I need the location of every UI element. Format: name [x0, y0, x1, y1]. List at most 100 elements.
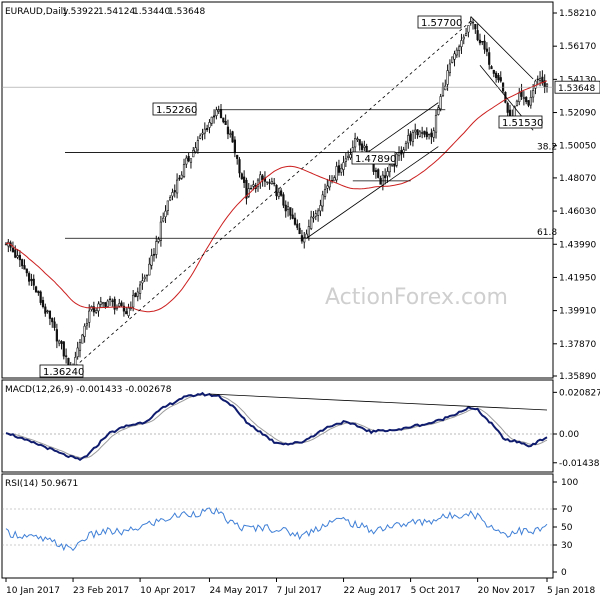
- candle-body: [490, 66, 493, 70]
- candle-body: [448, 63, 451, 74]
- candle-body: [32, 278, 35, 286]
- price-pane: EURAUD,Daily1.539221.541241.534401.53648…: [1, 1, 600, 382]
- candle-body: [478, 39, 482, 44]
- candle-body: [439, 96, 442, 110]
- candle-body: [474, 23, 477, 30]
- candle-body: [277, 191, 280, 197]
- price-y-tick-label: 1.58210: [559, 9, 596, 19]
- candle-body: [377, 169, 380, 178]
- candle-body: [189, 158, 193, 163]
- candle-body: [344, 158, 347, 162]
- candle-body: [104, 302, 107, 307]
- trendline: [306, 146, 439, 239]
- candle-body: [48, 310, 52, 319]
- candle-body: [437, 107, 440, 115]
- price-y-tick-label: 1.43990: [559, 240, 596, 250]
- price-annotation-label: 1.52260: [156, 105, 197, 116]
- candle-body: [106, 300, 109, 307]
- candle-body: [11, 247, 15, 253]
- price-y-tick-label: 1.50050: [559, 142, 596, 152]
- candle-body: [231, 131, 234, 143]
- candle-body: [337, 165, 341, 173]
- candle-body: [323, 189, 327, 197]
- candle-body: [238, 159, 241, 174]
- candle-body: [495, 72, 498, 79]
- candle-body: [411, 132, 415, 143]
- candle-body: [430, 132, 433, 138]
- candle-body: [208, 122, 211, 128]
- candle-body: [464, 33, 468, 36]
- rsi-pane-frame: [1, 473, 554, 579]
- candle-body: [169, 197, 172, 201]
- candle-body: [166, 200, 169, 211]
- price-y-tick-label: 1.48070: [559, 174, 596, 184]
- x-axis-tick-label: 24 May 2017: [209, 586, 268, 596]
- candle-body: [196, 140, 199, 151]
- candle-body: [95, 310, 98, 313]
- candle-body: [386, 171, 389, 177]
- candle-body: [44, 306, 47, 314]
- candle-body: [55, 329, 58, 342]
- candle-body: [65, 355, 68, 357]
- candle-body: [132, 294, 135, 308]
- rsi-pane: RSI(14) 50.9671 100 70 50 30 0: [1, 473, 578, 579]
- macd-y-tick-label: 0.00: [559, 430, 579, 440]
- last-price-label: 1.53648: [558, 84, 595, 94]
- price-pane-frame: [1, 1, 554, 379]
- candle-body: [136, 291, 139, 297]
- candle-body: [374, 170, 378, 172]
- price-y-tick-label: 1.52090: [559, 109, 596, 119]
- candle-body: [159, 221, 163, 241]
- candle-body: [333, 177, 336, 182]
- candle-body: [471, 21, 475, 24]
- candle-body: [427, 133, 431, 136]
- rsi-y-tick-label: 0: [561, 568, 567, 578]
- candle-body: [141, 280, 144, 284]
- candle-body: [314, 213, 317, 217]
- candle-body: [409, 133, 412, 142]
- candle-body: [296, 223, 299, 228]
- candle-body: [259, 174, 262, 183]
- candle-body: [451, 56, 454, 63]
- candle-body: [99, 301, 102, 305]
- candle-body: [342, 162, 345, 170]
- candle-body: [354, 138, 357, 148]
- price-annotation-box: [351, 151, 396, 165]
- candle-body: [245, 179, 248, 199]
- candle-body: [215, 109, 218, 116]
- candle-body: [282, 194, 285, 206]
- candle-body: [538, 78, 542, 81]
- candle-body: [148, 263, 151, 276]
- candle-body: [384, 175, 387, 179]
- candle-body: [340, 167, 343, 173]
- price-annotation-box: [152, 102, 197, 116]
- macd-line: [5, 391, 548, 462]
- candle-body: [328, 180, 331, 188]
- candle-body: [270, 181, 273, 184]
- candle-body: [273, 182, 276, 185]
- candle-body: [108, 298, 112, 300]
- rsi-y-tick-label: 50: [561, 523, 573, 533]
- x-axis-tick-label: 23 Feb 2017: [73, 586, 129, 596]
- rsi-line: [5, 507, 548, 552]
- candle-body: [81, 334, 84, 344]
- x-axis-tick-label: 20 Nov 2017: [478, 586, 536, 596]
- x-axis-tick-label: 22 Aug 2017: [344, 586, 402, 596]
- candle-body: [23, 265, 26, 270]
- candle-body: [60, 341, 63, 344]
- candle-body: [102, 302, 105, 305]
- ohlc-value: 1.53648: [168, 7, 205, 17]
- ohlc-value: 1.53922: [62, 7, 99, 17]
- candle-body: [210, 116, 213, 124]
- price-y-tick-label: 1.56170: [559, 42, 596, 52]
- candle-body: [145, 274, 149, 277]
- candle-body: [483, 40, 486, 50]
- candle-body: [358, 139, 361, 146]
- candle-body: [476, 30, 479, 41]
- candle-body: [280, 190, 283, 196]
- candle-body: [37, 290, 40, 294]
- candle-body: [275, 184, 278, 197]
- candle-body: [76, 347, 79, 358]
- candle-body: [182, 164, 186, 177]
- candle-body: [307, 226, 310, 237]
